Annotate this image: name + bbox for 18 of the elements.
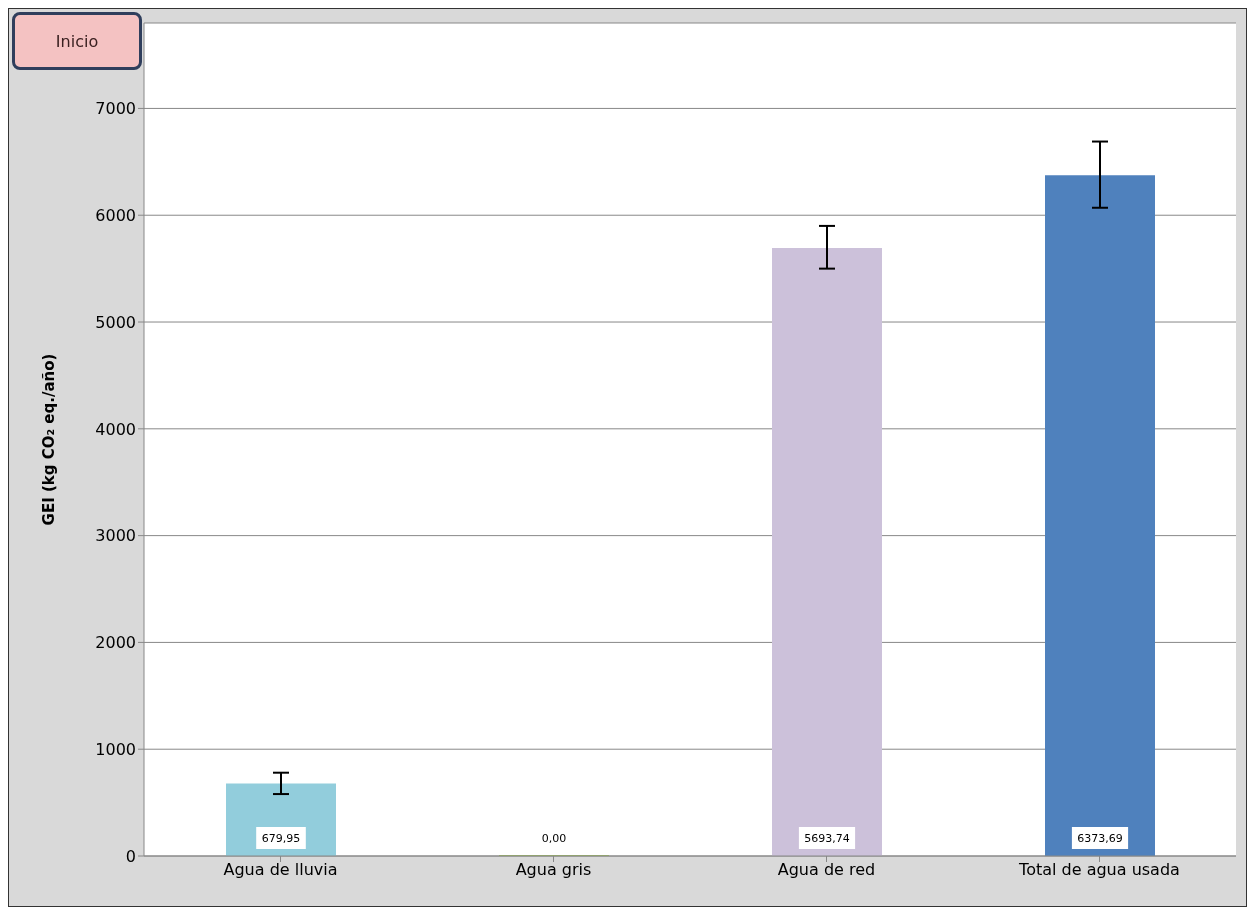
y-tick-label: 3000	[95, 526, 136, 546]
data-label: 6373,69	[1077, 832, 1123, 845]
button: Inicio	[12, 12, 142, 70]
y-tick-label: 4000	[95, 419, 136, 439]
x-tick-label: Agua de red	[777, 860, 876, 880]
y-tick-label: 2000	[95, 633, 136, 653]
data-label: 5693,74	[804, 832, 850, 845]
data-label: 0,00	[541, 832, 567, 845]
y-tick-label: 1000	[95, 739, 136, 759]
x-tick-label: Agua gris	[515, 860, 592, 880]
y-tick-label: 6000	[95, 205, 136, 225]
x-tick-label: Agua de lluvia	[223, 860, 338, 880]
y-tick-label: 5000	[95, 312, 136, 332]
y-axis-title: GEI (kg CO₂ eq./año)	[40, 353, 59, 526]
y-tick-label: 7000	[95, 99, 136, 119]
data-label: 679,95	[261, 832, 301, 845]
x-tick-label: Total de agua usada	[1018, 860, 1180, 880]
y-tick-label: 0	[125, 846, 136, 866]
